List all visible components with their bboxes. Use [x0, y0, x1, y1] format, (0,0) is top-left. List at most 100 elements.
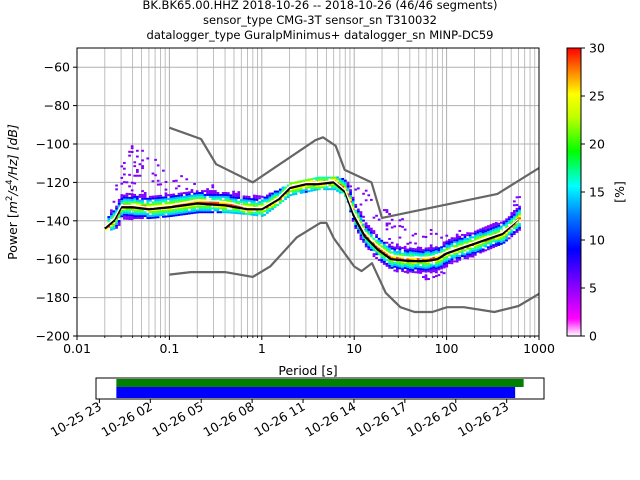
heatmap-cell [515, 228, 519, 231]
heatmap-cell [133, 205, 137, 208]
heatmap-cell [406, 252, 410, 255]
heatmap-cell [409, 268, 412, 271]
heatmap-cell [162, 215, 165, 218]
heatmap-cell [510, 221, 514, 224]
heatmap-cell [185, 187, 189, 190]
heatmap-cell [364, 189, 368, 192]
heatmap-cell [484, 226, 488, 229]
heatmap-cell [474, 251, 477, 254]
heatmap-cell [380, 245, 384, 248]
heatmap-cell [474, 253, 477, 256]
heatmap-cell [123, 200, 126, 203]
heatmap-cell [388, 245, 391, 248]
heatmap-cell [494, 241, 498, 244]
heatmap-cell [180, 198, 183, 201]
timeline-tick-label: 10-26 20 [404, 399, 460, 440]
heatmap-cell [130, 147, 134, 150]
heatmap-cell [172, 214, 176, 217]
heatmap-cell [411, 247, 415, 250]
heatmap-cell [260, 214, 264, 217]
heatmap-cell [487, 229, 490, 232]
heatmap-cell [513, 231, 516, 234]
heatmap-cell [500, 227, 503, 230]
heatmap-cell [448, 258, 451, 261]
heatmap-cell [492, 244, 495, 247]
heatmap-cell [107, 216, 111, 219]
heatmap-cell [513, 215, 516, 218]
x-axis: 0.01 0.1 1 10 100 1000 [63, 336, 555, 356]
heatmap-cell [227, 192, 230, 195]
heatmap-cell [146, 157, 150, 160]
heatmap-cell [471, 236, 475, 239]
heatmap-cell [263, 213, 267, 216]
heatmap-cell [193, 204, 196, 207]
heatmap-cell [266, 202, 269, 205]
heatmap-cell [398, 267, 402, 270]
heatmap-cell [336, 180, 339, 183]
heatmap-cell [162, 204, 165, 207]
heatmap-cell [143, 193, 147, 196]
heatmap-cell [112, 221, 116, 224]
heatmap-cell [429, 263, 433, 266]
heatmap-cell [466, 238, 469, 241]
heatmap-cell [492, 240, 495, 243]
heatmap-cell [146, 216, 150, 219]
heatmap-cell [151, 209, 155, 212]
heatmap-cell [112, 210, 116, 213]
heatmap-cell [133, 215, 137, 218]
heatmap-cell [455, 233, 459, 236]
heatmap-cell [372, 239, 376, 242]
heatmap-cell [367, 242, 371, 245]
heatmap-cell [468, 247, 472, 250]
heatmap-cell [435, 269, 438, 272]
heatmap-cell [383, 257, 386, 260]
heatmap-cell [115, 209, 118, 212]
heatmap-cell [289, 182, 293, 185]
heatmap-cell [151, 214, 155, 217]
heatmap-cell [120, 194, 124, 197]
heatmap-cell [237, 202, 241, 205]
heatmap-cell [492, 228, 495, 231]
heatmap-cell [138, 215, 142, 218]
heatmap-cell [156, 179, 160, 182]
heatmap-cell [487, 248, 490, 251]
heatmap-cell [151, 197, 155, 200]
heatmap-cell [398, 261, 402, 264]
heatmap-cell [130, 197, 134, 200]
heatmap-cell [494, 223, 498, 226]
heatmap-cell [372, 237, 376, 240]
heatmap-cell [206, 207, 209, 210]
heatmap-cell [125, 210, 129, 213]
heatmap-cell [159, 183, 163, 186]
heatmap-cell [388, 260, 391, 263]
heatmap-cell [357, 210, 360, 213]
heatmap-cell [375, 241, 378, 244]
heatmap-cell [419, 248, 423, 251]
heatmap-cell [411, 265, 415, 268]
heatmap-cell [177, 196, 181, 199]
heatmap-cell [195, 192, 199, 195]
heatmap-cell [424, 249, 428, 252]
heatmap-cell [388, 237, 391, 240]
heatmap-cell [510, 214, 514, 217]
heatmap-cell [307, 180, 311, 183]
heatmap-cell [440, 265, 443, 268]
heatmap-cell [359, 238, 363, 241]
heatmap-cell [510, 229, 514, 232]
heatmap-cell [294, 181, 298, 184]
heatmap-cell [437, 260, 441, 263]
heatmap-cell [237, 191, 241, 194]
heatmap-cell [422, 251, 425, 254]
heatmap-cell [177, 192, 181, 195]
heatmap-cell [388, 243, 391, 246]
heatmap-cell [429, 253, 433, 256]
heatmap-cell [401, 270, 404, 273]
heatmap-cell [427, 268, 430, 271]
heatmap-cell [120, 196, 124, 199]
heatmap-cell [377, 241, 381, 244]
heatmap-cell [281, 188, 285, 191]
heatmap-cell [279, 190, 282, 193]
heatmap-cell [143, 211, 147, 214]
heatmap-cell [154, 204, 157, 207]
